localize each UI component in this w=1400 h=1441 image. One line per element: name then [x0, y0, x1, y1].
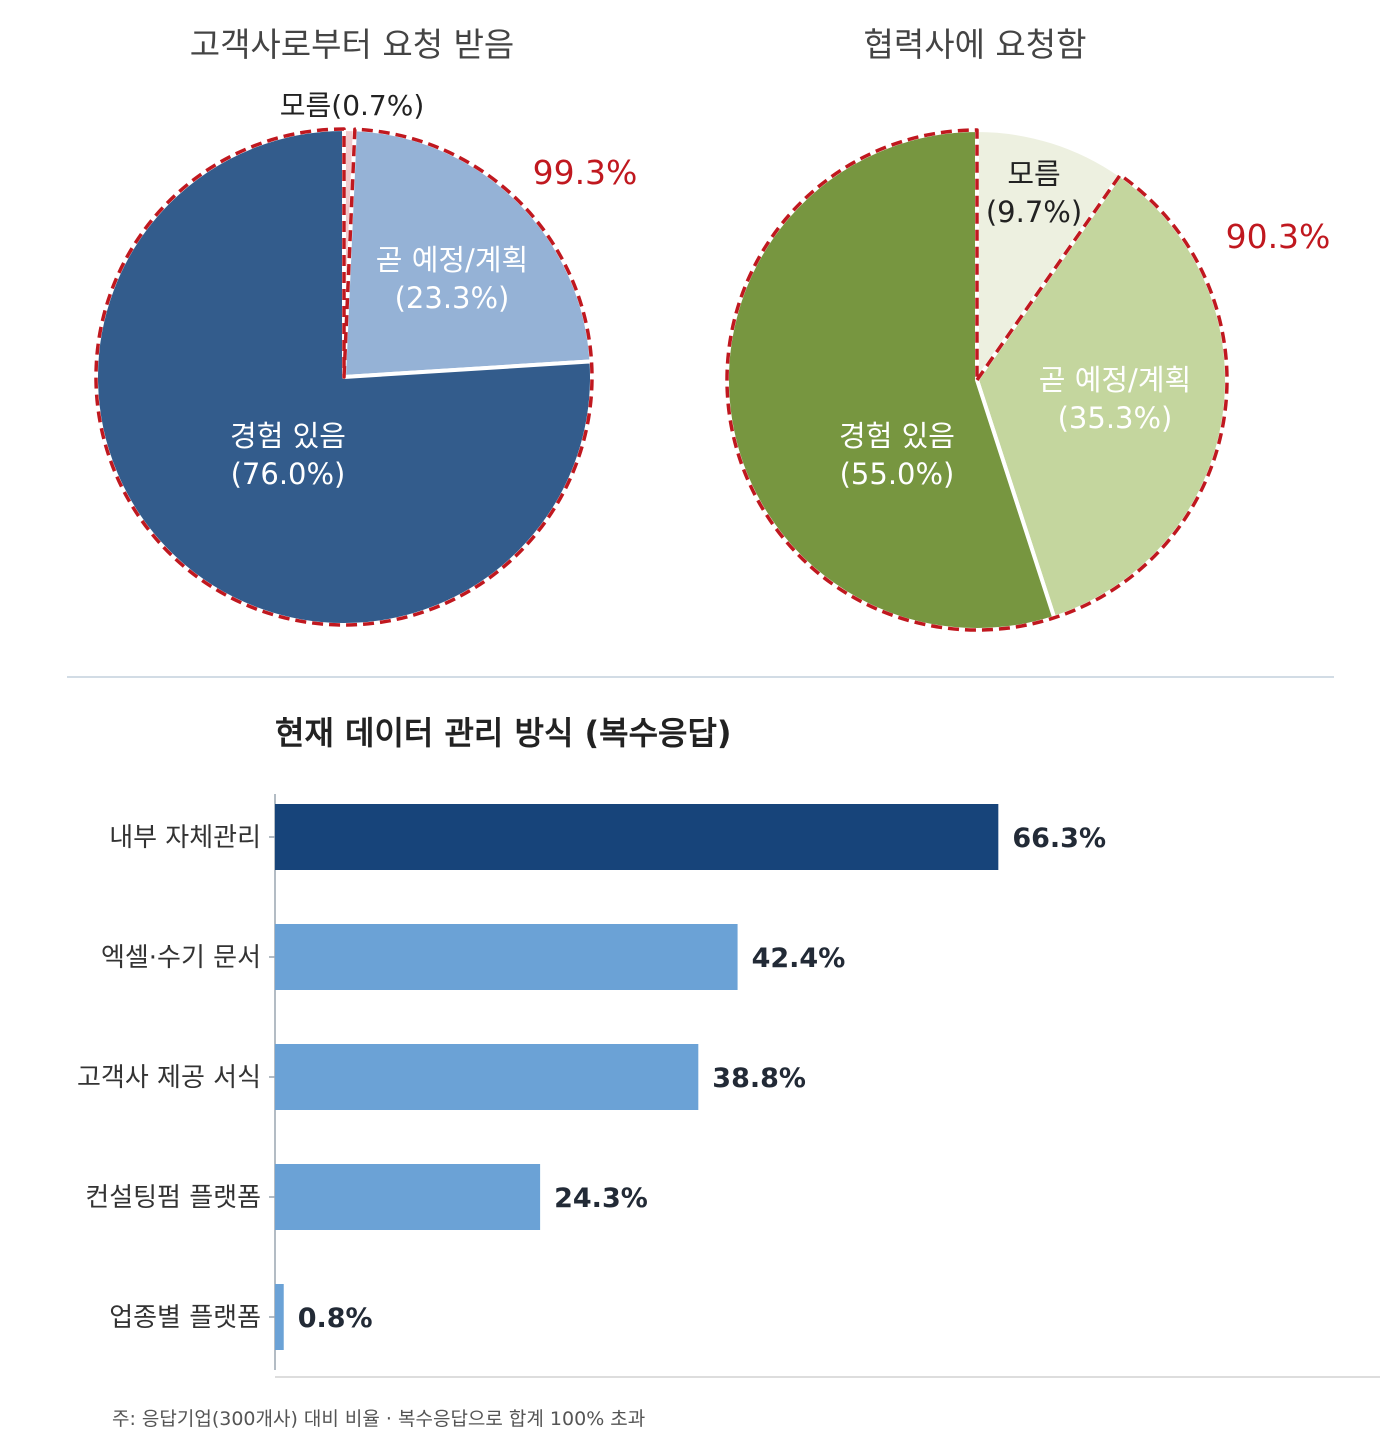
- bar-2: [275, 924, 738, 990]
- bar-category-label: 컨설팅펌 플랫폼: [85, 1183, 261, 1213]
- bar-value-label: 0.8%: [298, 1303, 373, 1334]
- bar-chart: 현재 데이터 관리 방식 (복수응답) 내부 자체관리 66.3% 엑셀·수기 문서 4…: [77, 714, 1380, 1378]
- bar-category-label: 엑셀·수기 문서: [101, 943, 261, 973]
- pie-2-label-experienced-value: (55.0%): [840, 457, 955, 491]
- pie-2-total-outline: [725, 128, 1229, 632]
- pie-2-label-unknown-value: (9.7%): [986, 195, 1082, 229]
- pie-2-label-planned-name: 곧 예정/계획: [1039, 363, 1191, 397]
- bar-category-label: 업종별 플랫폼: [109, 1303, 261, 1333]
- pie-2-label-planned-value: (35.3%): [1058, 401, 1173, 435]
- pie-2-label-unknown-name: 모름: [1007, 157, 1060, 191]
- pie-1-title: 고객사로부터 요청 받음: [190, 25, 515, 64]
- pie-2-total-label: 90.3%: [1226, 217, 1331, 256]
- pie-1-label-unknown: 모름(0.7%): [280, 89, 425, 122]
- bar-5: [275, 1284, 284, 1350]
- pie-1-label-experienced-value: (76.0%): [231, 457, 346, 491]
- pie-1-label-planned-name: 곧 예정/계획: [376, 243, 528, 277]
- pie-2-slice-experienced: [724, 128, 1057, 632]
- bar-chart-title: 현재 데이터 관리 방식 (복수응답): [275, 714, 732, 752]
- pie-1-label-planned-value: (23.3%): [395, 281, 510, 315]
- bar-4: [275, 1164, 541, 1230]
- pie-2-label-experienced-name: 경험 있음: [839, 419, 955, 453]
- pie-1-total-label: 99.3%: [533, 153, 638, 192]
- pie-2-title: 협력사에 요청함: [863, 25, 1086, 64]
- bar-category-label: 고객사 제공 서식: [77, 1063, 261, 1093]
- bar-value-label: 38.8%: [712, 1063, 806, 1094]
- pie-1-label-experienced-name: 경험 있음: [230, 419, 346, 453]
- bar-value-label: 24.3%: [554, 1183, 648, 1214]
- bar-3: [275, 1044, 699, 1110]
- bar-category-label: 내부 자체관리: [109, 823, 261, 853]
- bar-value-label: 66.3%: [1012, 823, 1106, 854]
- bar-value-label: 42.4%: [752, 943, 846, 974]
- bar-1: [275, 804, 999, 870]
- pie-1-total-outline: [94, 127, 594, 627]
- pie-2-slice-unknown: [975, 128, 1123, 382]
- footnote: 주: 응답기업(300개사) 대비 비율 · 복수응답으로 합계 100% 초과: [112, 1408, 646, 1430]
